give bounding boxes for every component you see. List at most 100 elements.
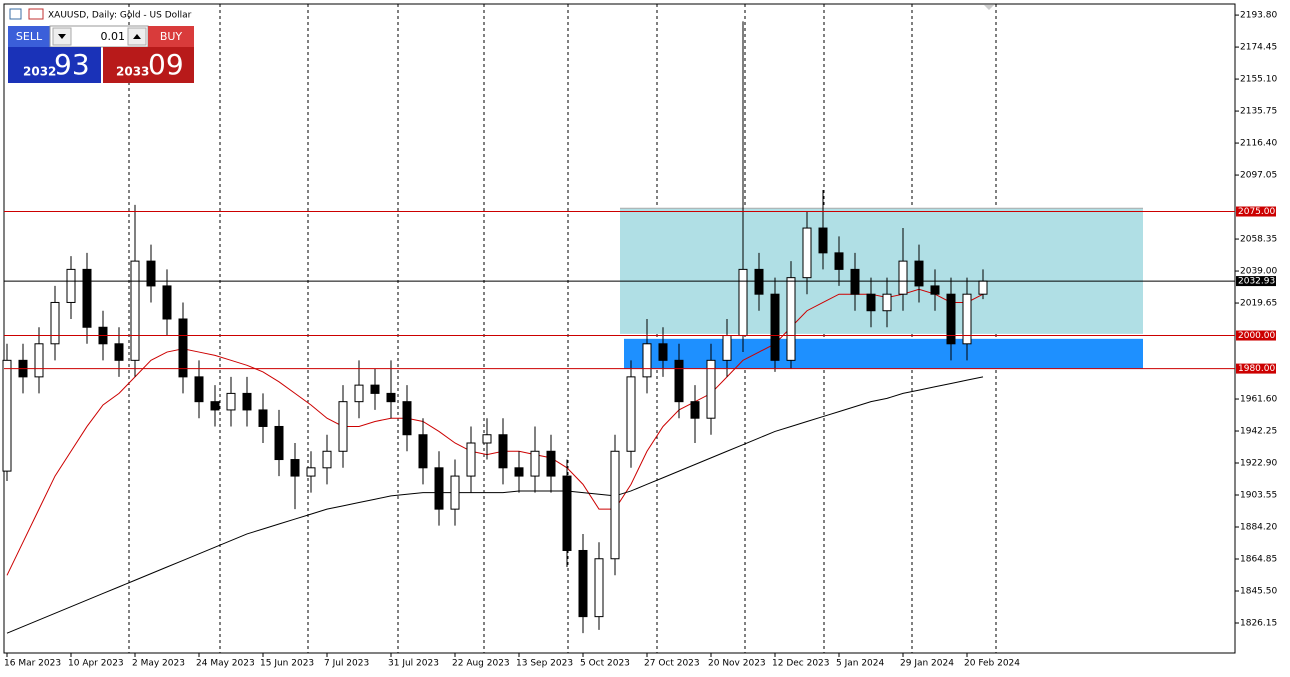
shift-marker xyxy=(984,5,994,10)
candle-body xyxy=(866,293,876,312)
buy-button[interactable] xyxy=(148,26,194,47)
candle-body xyxy=(482,434,492,444)
x-tick-label: 15 Jun 2023 xyxy=(260,659,314,669)
candle-body xyxy=(754,268,764,295)
candle-body xyxy=(962,293,972,345)
x-tick-label: 16 Mar 2023 xyxy=(4,659,61,669)
candle-body xyxy=(162,285,172,320)
moving-average xyxy=(6,376,984,634)
x-tick-label: 24 May 2023 xyxy=(196,659,255,669)
lot-value: 0.01 xyxy=(101,30,126,43)
y-tick-label: 2116.40 xyxy=(1240,139,1277,149)
candle-body xyxy=(626,376,636,452)
level-tag xyxy=(1236,206,1276,217)
candle-body xyxy=(658,343,668,361)
y-tick-label: 1922.90 xyxy=(1240,459,1277,469)
candle-body xyxy=(322,450,332,469)
moving-average xyxy=(6,288,984,576)
candle-body xyxy=(530,450,540,477)
candle-body xyxy=(146,260,156,287)
buy-price-box[interactable] xyxy=(103,47,194,83)
y-tick-label: 2155.10 xyxy=(1240,75,1277,85)
candle-body xyxy=(498,434,508,469)
x-tick-label: 29 Jan 2024 xyxy=(900,659,954,669)
level-tag xyxy=(1236,330,1276,341)
candle-body xyxy=(418,434,428,469)
price-tag xyxy=(1236,276,1276,287)
x-tick-label: 2 May 2023 xyxy=(132,659,185,669)
level-tag xyxy=(1236,363,1276,374)
x-tick-label: 7 Jul 2023 xyxy=(324,659,369,669)
x-tick-label: 5 Jan 2024 xyxy=(836,659,884,669)
candle-body xyxy=(194,376,204,403)
x-tick-label: 27 Oct 2023 xyxy=(644,659,700,669)
y-tick-label: 1942.25 xyxy=(1240,427,1277,437)
candle-body xyxy=(34,343,44,378)
candle-body xyxy=(546,450,556,477)
y-tick-label: 2058.35 xyxy=(1240,235,1277,245)
candle-body xyxy=(930,285,940,295)
candle-body xyxy=(818,227,828,254)
candle-body xyxy=(802,227,812,279)
candle-body xyxy=(914,260,924,287)
candle-body xyxy=(306,467,316,477)
candle-body xyxy=(578,549,588,618)
candle-body xyxy=(786,277,796,361)
sell-price-big: 2032 xyxy=(23,65,56,79)
candle-body xyxy=(850,268,860,295)
candle-body xyxy=(882,293,892,312)
candle-body xyxy=(642,343,652,378)
y-tick-label: 2039.00 xyxy=(1240,267,1277,277)
y-tick-label: 2097.05 xyxy=(1240,171,1277,181)
buy-price-small: 09 xyxy=(148,48,184,81)
zone xyxy=(620,208,1143,334)
y-tick-label: 2193.80 xyxy=(1240,11,1277,21)
candle-body xyxy=(130,260,140,361)
y-tick-label: 1826.15 xyxy=(1240,618,1277,628)
candle-body xyxy=(386,392,396,403)
trade-panel: SELL 0.01 BUY 2032 93 2033 09 xyxy=(8,25,194,83)
x-tick-label: 20 Nov 2023 xyxy=(708,659,766,669)
sell-price-small: 93 xyxy=(54,48,90,81)
candle-body xyxy=(690,401,700,419)
x-tick-label: 5 Oct 2023 xyxy=(580,659,630,669)
candle-body xyxy=(514,467,524,477)
candle-body xyxy=(50,301,60,345)
y-tick-label: 1884.20 xyxy=(1240,523,1277,533)
candle-body xyxy=(946,293,956,345)
sell-button[interactable] xyxy=(8,26,50,47)
candle-body xyxy=(738,268,748,337)
candle-body xyxy=(834,252,844,270)
candle-body xyxy=(226,392,236,411)
level-label: 2000.00 xyxy=(1238,331,1275,341)
candle-body xyxy=(706,359,716,419)
plot: 2193.80 2174.45 2155.10 2135.75 2116.40 2097.… xyxy=(2,11,1277,669)
candle-body xyxy=(2,359,12,472)
arrow xyxy=(133,34,141,39)
y-tick-label: 1864.85 xyxy=(1240,554,1277,564)
y-tick-label: 2135.75 xyxy=(1240,107,1277,117)
x-tick-label: 22 Aug 2023 xyxy=(452,659,510,669)
candle-body xyxy=(210,401,220,411)
buy-price-big: 2033 xyxy=(116,65,149,79)
x-tick-label: 13 Sep 2023 xyxy=(516,659,573,669)
candle-body xyxy=(258,409,268,427)
zone xyxy=(624,338,1143,369)
x-tick-label: 20 Feb 2024 xyxy=(964,659,1020,669)
sell-label: SELL xyxy=(16,30,43,43)
candle-body xyxy=(402,401,412,436)
candle-body xyxy=(562,475,572,551)
candle-body xyxy=(978,280,988,295)
x-tick-label: 12 Dec 2023 xyxy=(772,659,830,669)
sell-price-box[interactable] xyxy=(8,47,101,83)
candle-body xyxy=(66,268,76,303)
candle-body xyxy=(722,335,732,361)
candle-body xyxy=(354,384,364,403)
candle-body xyxy=(594,558,604,618)
level-label: 2075.00 xyxy=(1238,207,1275,217)
y-tick-label: 1845.50 xyxy=(1240,586,1277,596)
y-tick-label: 1961.60 xyxy=(1240,395,1277,405)
x-tick-label: 31 Jul 2023 xyxy=(388,659,439,669)
price-label: 2032.93 xyxy=(1238,277,1275,287)
